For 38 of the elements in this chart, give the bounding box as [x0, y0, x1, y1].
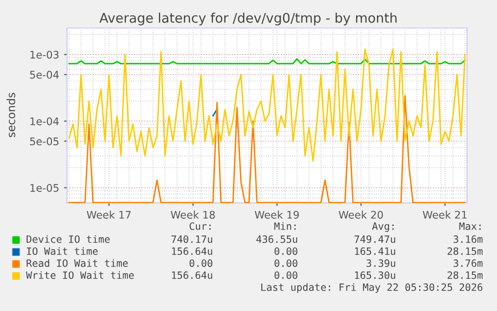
- text: 156.64u: [172, 247, 212, 255]
- x-tick-label: Week 21: [422, 210, 467, 219]
- text: 3.39u: [366, 259, 396, 267]
- y-axis-title: seconds: [6, 92, 16, 138]
- text: 165.41u: [355, 247, 396, 255]
- text: 0.00: [274, 247, 298, 255]
- text: 0.00: [274, 259, 298, 267]
- line-series: [68, 48, 466, 162]
- text: 3.76m: [454, 259, 483, 267]
- legend-label: Read IO Wait time: [26, 259, 128, 267]
- text: 749.47u: [354, 235, 396, 243]
- y-tick-label: 1e-05: [30, 184, 58, 192]
- y-tick-label: 1e-04: [30, 117, 59, 126]
- text: Cur:: [190, 222, 211, 230]
- legend-label: Device IO time: [26, 235, 110, 243]
- x-tick-label: Week 18: [170, 210, 215, 219]
- text: Last update: Fri May 22 05:30:25 2026: [261, 283, 482, 293]
- y-tick-label: 5e-05: [30, 137, 58, 146]
- text: Avg:: [372, 222, 394, 232]
- y-tick-label: 1e-03: [30, 50, 59, 59]
- text: 0.00: [274, 271, 298, 279]
- text: 0.00: [190, 259, 212, 267]
- text: 156.64u: [172, 271, 212, 279]
- text: 165.30u: [355, 271, 396, 279]
- y-tick-label: 5e-04: [30, 70, 59, 79]
- text: Max:: [459, 222, 481, 230]
- text: 3.16m: [454, 235, 483, 243]
- x-tick-label: Week 19: [254, 210, 299, 219]
- legend-label: Write IO Wait time: [26, 271, 134, 279]
- x-tick-label: Week 20: [338, 210, 383, 219]
- x-tick-label: Week 17: [86, 210, 131, 219]
- chart-title: Average latency for /dev/vg0/tmp - by month: [99, 12, 397, 26]
- text: 436.55u: [256, 235, 298, 243]
- text: Min:: [274, 222, 296, 230]
- text: 28.15m: [448, 271, 483, 279]
- legend-label: IO Wait time: [26, 247, 98, 255]
- text: 740.17u: [172, 235, 212, 243]
- text: 28.15m: [448, 247, 483, 255]
